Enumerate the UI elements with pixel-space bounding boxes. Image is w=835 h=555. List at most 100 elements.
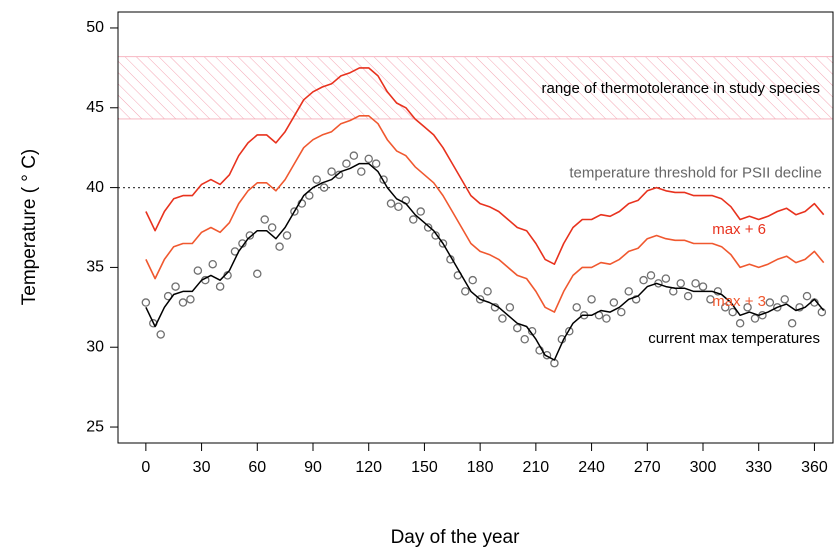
observation-point: [334, 170, 344, 180]
observation-point: [721, 303, 730, 312]
observation-point: [639, 275, 648, 285]
observation-point: [498, 314, 507, 323]
observation-point: [683, 291, 693, 301]
observation-point: [475, 295, 485, 304]
observation-point: [327, 167, 336, 176]
threshold-label: temperature threshold for PSII decline: [569, 165, 822, 182]
thermotolerance-band: [117, 56, 834, 120]
observation-point: [676, 279, 685, 288]
observation-point: [290, 207, 299, 216]
observation-point: [698, 282, 708, 291]
observation-point: [215, 282, 225, 291]
observation-point: [706, 295, 715, 304]
observation-point: [773, 303, 782, 312]
observation-point: [364, 154, 373, 164]
observation-point: [750, 314, 760, 323]
observation-point: [691, 279, 700, 288]
observation-point: [371, 159, 381, 168]
observation-point: [431, 231, 440, 240]
observation-point: [186, 295, 195, 304]
series-line: [145, 67, 825, 265]
observation-point: [483, 287, 492, 296]
series-line: [145, 115, 825, 313]
observation-point: [253, 269, 262, 279]
x-tick-label: 90: [304, 459, 322, 476]
observation-point: [312, 175, 321, 184]
x-tick-label: 120: [355, 459, 382, 476]
x-tick-label: 60: [248, 459, 266, 476]
y-tick-label: 45: [86, 99, 104, 116]
observation-point: [394, 202, 403, 211]
observation-point: [267, 223, 277, 232]
observation-point: [245, 231, 255, 240]
observation-point: [624, 287, 633, 296]
observation-point: [513, 323, 522, 333]
observation-point: [305, 191, 314, 200]
observation-point: [178, 298, 188, 307]
x-tick-label: 270: [634, 459, 661, 476]
observation-point: [505, 303, 515, 312]
observation-point: [787, 319, 797, 328]
observation-point: [208, 259, 217, 269]
x-tick-label: 240: [578, 459, 605, 476]
y-axis-label: Temperature ( ° C): [19, 149, 40, 305]
observation-point: [617, 307, 626, 317]
observation-point: [461, 287, 470, 296]
observation-point: [171, 282, 180, 291]
observation-point: [765, 298, 775, 307]
x-tick-label: 300: [690, 459, 717, 476]
observation-point: [542, 350, 552, 360]
observation-point: [416, 207, 425, 216]
observation-point: [342, 159, 351, 168]
x-tick-label: 0: [141, 459, 150, 476]
observation-point: [156, 330, 165, 339]
observation-point: [602, 314, 611, 323]
observation-point: [743, 303, 752, 312]
observation-point: [319, 183, 329, 192]
observation-point: [780, 295, 789, 304]
y-tick-label: 40: [86, 179, 104, 196]
observation-point: [587, 295, 596, 304]
observation-point: [423, 223, 433, 232]
x-tick-label: 150: [411, 459, 438, 476]
observation-point: [386, 199, 396, 208]
x-tick-label: 180: [467, 459, 494, 476]
observation-point: [282, 231, 292, 240]
observation-point: [468, 275, 477, 285]
observation-point: [646, 271, 656, 280]
observation-point: [728, 307, 737, 317]
x-tick-label: 330: [745, 459, 772, 476]
observation-point: [379, 175, 388, 184]
series-line: [145, 162, 825, 361]
series-label: max + 6: [712, 221, 766, 238]
observation-point: [661, 274, 671, 283]
observation-point: [735, 319, 745, 328]
observation-point: [802, 291, 812, 301]
y-tick-label: 35: [86, 259, 104, 276]
band-label: range of thermotolerance in study specie…: [542, 80, 821, 97]
series-label: current max temperatures: [648, 330, 820, 347]
observation-point: [817, 307, 827, 317]
observation-point: [357, 167, 366, 176]
observation-point: [520, 334, 529, 344]
x-tick-label: 30: [193, 459, 211, 476]
plot-frame: [117, 11, 834, 444]
observation-point: [572, 303, 581, 312]
observation-point: [609, 298, 619, 307]
observation-point: [631, 295, 641, 304]
y-tick-label: 50: [86, 19, 104, 36]
observation-point: [275, 242, 284, 251]
observation-point: [260, 215, 269, 224]
y-tick-label: 30: [86, 338, 104, 355]
series-label: max + 3: [712, 293, 766, 310]
observation-point: [193, 266, 203, 275]
observation-point: [409, 215, 418, 224]
x-tick-label: 360: [801, 459, 828, 476]
x-tick-label: 210: [523, 459, 550, 476]
y-tick-label: 25: [86, 418, 104, 435]
observation-point: [141, 298, 151, 307]
observation-point: [438, 239, 448, 248]
observation-point: [349, 151, 359, 160]
x-axis-label: Day of the year: [391, 527, 521, 548]
